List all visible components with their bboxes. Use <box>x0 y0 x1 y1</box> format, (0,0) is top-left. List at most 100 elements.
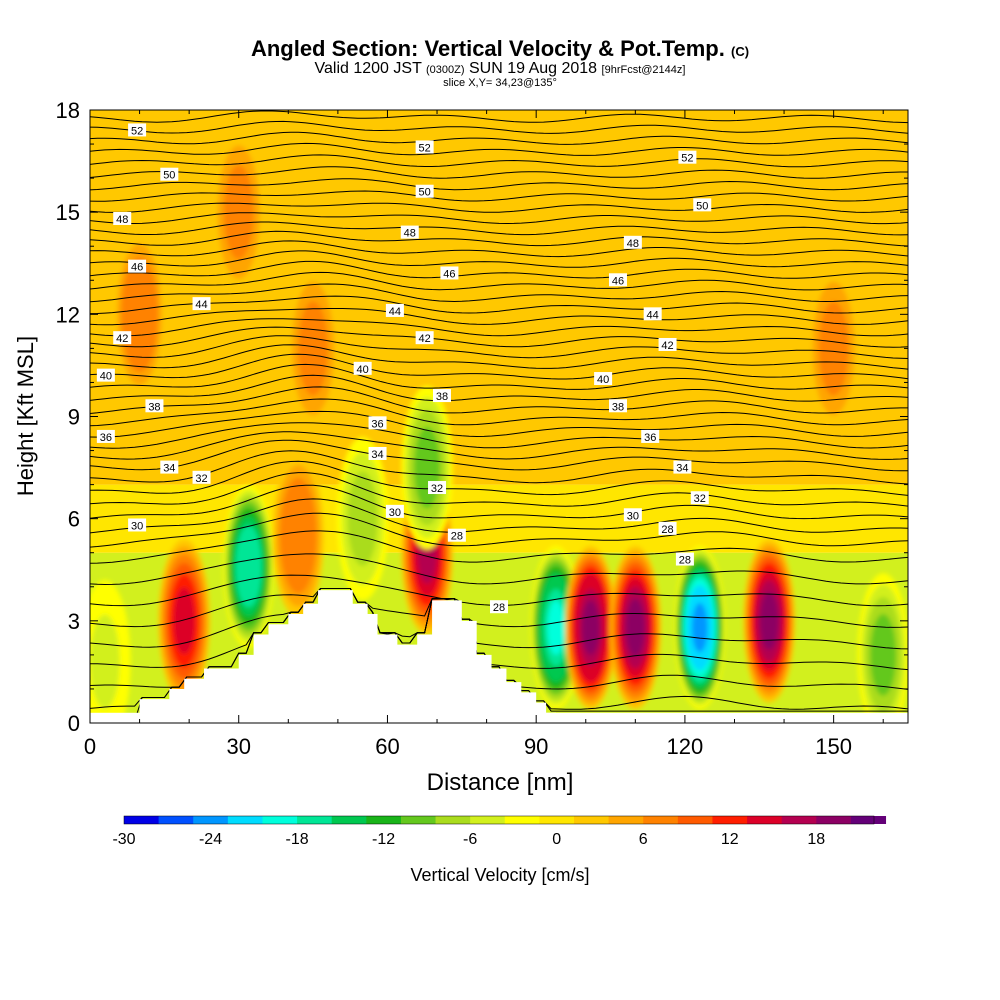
valid-forecast: [9hrFcst@2144z] <box>601 64 686 76</box>
colorbar-tick-label: 6 <box>639 831 648 848</box>
svg-text:32: 32 <box>694 493 706 505</box>
svg-text:36: 36 <box>371 418 383 430</box>
svg-text:48: 48 <box>627 238 639 250</box>
colorbar-swatch <box>574 816 610 824</box>
contour-label: 36 <box>641 429 660 444</box>
contour-label: 46 <box>608 273 627 287</box>
terrain-mountain <box>139 590 557 723</box>
isentrope-line <box>90 588 908 671</box>
valid-utc: (0300Z) <box>426 64 465 76</box>
isentrope-line <box>90 386 908 414</box>
valid-date: SUN 19 Aug 2018 <box>468 60 598 77</box>
terrain-profile <box>90 590 908 723</box>
contour-label: 48 <box>400 225 419 240</box>
svg-text:50: 50 <box>696 200 708 212</box>
colorbar-frame <box>123 815 875 825</box>
colorbar-swatch <box>539 816 575 824</box>
velocity-cell <box>113 232 166 397</box>
isentrope-line <box>90 398 908 427</box>
isentrope-line <box>90 283 908 303</box>
contour-label: 48 <box>623 235 642 250</box>
colorbar-swatch <box>643 816 679 824</box>
svg-text:28: 28 <box>493 602 505 614</box>
isentrope-line <box>90 472 908 507</box>
svg-text:38: 38 <box>436 391 448 403</box>
colorbar-swatch <box>227 816 263 824</box>
colorbar-tick-label: -24 <box>199 831 222 848</box>
contour-label: 34 <box>673 460 692 475</box>
isentrope-line <box>90 260 908 279</box>
contour-label: 32 <box>690 491 709 505</box>
svg-text:42: 42 <box>419 333 431 345</box>
isentrope-line <box>90 120 908 134</box>
svg-text:48: 48 <box>404 228 416 240</box>
isentrope-line <box>90 353 908 380</box>
contour-label: 44 <box>385 303 404 318</box>
svg-text:30: 30 <box>627 510 639 522</box>
contour-label: 50 <box>160 167 179 182</box>
svg-text:44: 44 <box>389 306 401 318</box>
contour-label: 28 <box>490 600 508 614</box>
contour-label: 32 <box>428 481 447 495</box>
isentrope-line <box>90 221 908 236</box>
colorbar-swatch <box>124 816 160 824</box>
colorbar-swatch <box>331 816 367 824</box>
contour-label: 40 <box>594 372 613 386</box>
velocity-cell <box>564 545 617 710</box>
isentrope-line <box>90 439 908 472</box>
colorbar-swatch <box>297 816 333 824</box>
isentrope-line <box>90 230 908 247</box>
isentrope-line <box>90 410 908 438</box>
contour-label: 38 <box>432 389 451 403</box>
valid-time-line: Valid 1200 JST (0300Z) SUN 19 Aug 2018 [… <box>0 60 1000 78</box>
contour-label: 52 <box>415 140 434 154</box>
isentrope-line <box>90 178 908 191</box>
svg-text:52: 52 <box>681 153 693 165</box>
contour-label: 48 <box>113 211 132 226</box>
potential-temperature-contours <box>90 110 908 722</box>
velocity-cell <box>743 539 795 703</box>
colorbar-swatch <box>816 816 852 824</box>
y-tick-label: 6 <box>68 507 80 532</box>
valid-prefix: Valid 1200 JST <box>314 60 422 77</box>
isentrope-line <box>90 308 908 326</box>
contour-label: 28 <box>447 528 466 543</box>
isentrope-line <box>90 131 908 145</box>
svg-text:36: 36 <box>644 432 656 444</box>
contour-label: 36 <box>96 429 115 444</box>
y-tick-label: 18 <box>56 98 80 123</box>
isentrope-line <box>90 212 908 225</box>
contour-label: 50 <box>693 198 712 212</box>
svg-text:28: 28 <box>661 524 673 536</box>
velocity-cell <box>674 545 726 710</box>
colorbar: -30 -24 -18 -12 -6 0 6 12 18 <box>112 815 887 848</box>
velocity-cell <box>158 539 210 703</box>
colorbar-label: Vertical Velocity [cm/s] <box>410 865 589 885</box>
isentrope-line <box>90 450 908 485</box>
colorbar-swatch <box>850 816 887 824</box>
svg-text:48: 48 <box>116 214 128 226</box>
svg-text:46: 46 <box>131 262 143 274</box>
isentrope-line <box>90 202 908 213</box>
title-main: Angled Section: Vertical Velocity & Pot.… <box>250 36 725 61</box>
svg-text:30: 30 <box>131 520 143 532</box>
isentrope-line <box>90 460 908 496</box>
svg-text:36: 36 <box>100 432 112 444</box>
velocity-cell <box>222 484 275 649</box>
colorbar-swatch <box>608 816 644 824</box>
colorbar-swatch <box>400 816 437 824</box>
contour-label: 42 <box>113 331 132 345</box>
isentrope-line <box>90 484 908 520</box>
contour-labels: 52 52 52 50 50 50 48 48 48 46 46 46 44 44 44 42 42 42 40 40… <box>96 123 712 614</box>
contour-label: 28 <box>675 552 694 567</box>
colorbar-swatch <box>158 816 194 824</box>
x-tick-label: 0 <box>84 734 96 759</box>
svg-text:44: 44 <box>647 309 659 321</box>
svg-text:34: 34 <box>676 463 688 475</box>
contour-label: 36 <box>368 416 387 430</box>
isentrope-line <box>90 271 908 291</box>
title-unit: (C) <box>731 44 750 59</box>
colorbar-swatch <box>677 816 713 824</box>
isentrope-line <box>90 335 908 359</box>
svg-text:34: 34 <box>163 463 175 475</box>
